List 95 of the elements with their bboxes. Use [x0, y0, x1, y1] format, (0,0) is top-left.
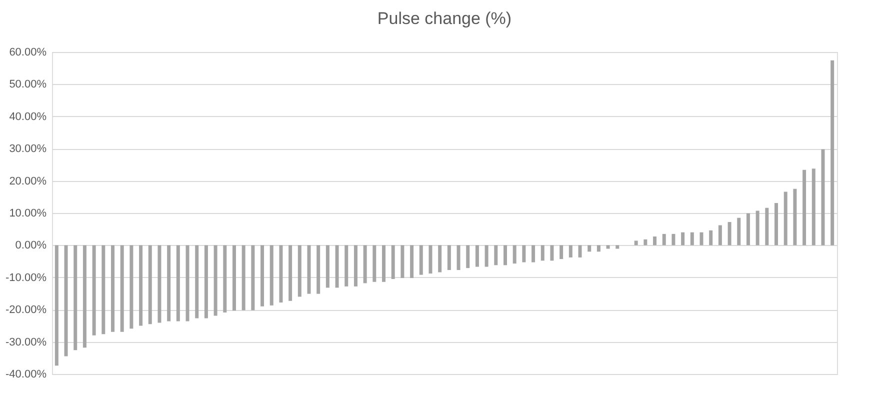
bar: [746, 213, 750, 246]
bar: [148, 245, 152, 324]
bar: [653, 236, 657, 246]
y-tick-label: 20.00%: [9, 175, 47, 188]
bar: [484, 245, 488, 267]
y-tick-label: 0.00%: [15, 240, 47, 252]
bar: [382, 245, 386, 282]
bar: [410, 245, 414, 278]
y-tick-label: -40.00%: [6, 368, 47, 380]
bar: [167, 245, 171, 322]
bar: [251, 245, 255, 310]
bar: [793, 188, 797, 246]
bar: [372, 245, 376, 282]
bar: [214, 245, 218, 316]
bar: [158, 245, 162, 323]
bar: [588, 245, 592, 252]
bar: [774, 203, 778, 246]
bar: [344, 245, 348, 286]
bar: [540, 245, 544, 261]
bar: [223, 245, 227, 312]
bar: [279, 245, 283, 303]
bar: [139, 245, 143, 326]
bar: [326, 245, 330, 288]
bar: [232, 245, 236, 311]
bar: [718, 225, 722, 246]
bar: [316, 245, 320, 294]
bar: [662, 234, 666, 246]
y-tick-label: 30.00%: [9, 143, 47, 156]
y-tick-label: 40.00%: [9, 110, 47, 123]
bar: [260, 245, 264, 306]
bar: [102, 245, 106, 334]
bar: [578, 245, 582, 258]
bar: [92, 245, 96, 336]
bar: [802, 170, 806, 246]
bar: [550, 245, 554, 261]
y-tick-label: -20.00%: [6, 304, 47, 316]
bar: [307, 245, 311, 294]
bar: [195, 245, 199, 318]
bar: [130, 245, 134, 329]
bar: [616, 245, 620, 249]
bar: [428, 245, 432, 274]
bar: [82, 245, 86, 348]
bar: [690, 232, 694, 246]
bar: [494, 245, 498, 266]
bar: [681, 232, 685, 246]
bar: [821, 149, 825, 246]
bar: [606, 245, 610, 249]
y-tick-label: -30.00%: [6, 336, 47, 348]
bar: [812, 168, 816, 246]
bar: [532, 245, 536, 262]
bar: [503, 245, 507, 266]
bar: [728, 222, 732, 246]
bar: [644, 239, 648, 246]
bar: [672, 234, 676, 246]
bar: [419, 245, 423, 275]
bar: [560, 245, 564, 260]
bar: [438, 245, 442, 272]
bar: [737, 218, 741, 246]
bar: [709, 230, 713, 246]
bar: [186, 245, 190, 322]
bar: [204, 245, 208, 318]
bar: [391, 245, 395, 280]
bar: [354, 245, 358, 286]
bar: [447, 245, 451, 270]
bar: [335, 245, 339, 288]
bar: [74, 245, 78, 350]
bar: [756, 210, 760, 246]
bar: [700, 232, 704, 246]
bar: [765, 208, 769, 246]
bar: [456, 245, 460, 270]
bar: [784, 192, 788, 246]
y-tick-label: 50.00%: [9, 78, 47, 91]
y-tick-label: 10.00%: [9, 208, 47, 220]
bar: [568, 245, 572, 258]
bar: [512, 245, 516, 264]
chart-title: Pulse change (%): [377, 9, 512, 28]
bar: [634, 240, 638, 246]
bar: [363, 245, 367, 284]
y-tick-label: -10.00%: [6, 272, 47, 284]
bar: [400, 245, 404, 278]
bar: [522, 245, 526, 262]
bar: [475, 245, 479, 267]
bar: [110, 245, 114, 332]
bar: [270, 245, 274, 306]
bar: [54, 245, 58, 366]
y-tick-label: 60.00%: [9, 46, 47, 58]
bar: [242, 245, 246, 310]
bar: [298, 245, 302, 297]
bar: [120, 245, 124, 332]
bar: [830, 60, 834, 246]
bar: [596, 245, 600, 252]
bar: [466, 245, 470, 268]
bar: [64, 245, 68, 356]
bar: [176, 245, 180, 322]
bar: [288, 245, 292, 301]
